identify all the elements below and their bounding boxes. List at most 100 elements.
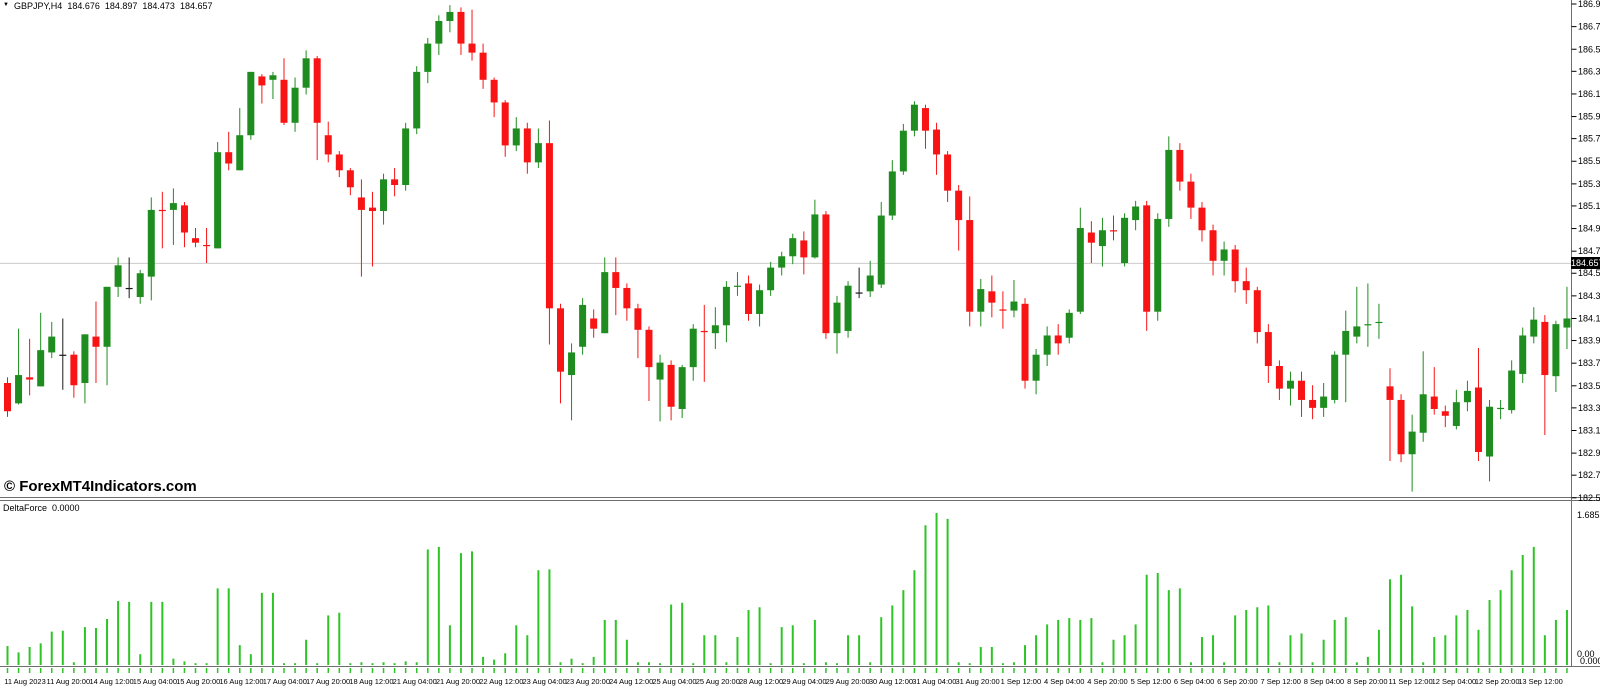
candle-body xyxy=(1043,335,1051,355)
candle-body xyxy=(457,11,465,44)
candle-body xyxy=(634,308,642,330)
price-axis-label: 182.785 xyxy=(1578,470,1600,480)
time-axis-label: 4 Sep 04:00 xyxy=(1044,677,1084,686)
time-axis-label: 29 Aug 20:00 xyxy=(826,677,870,686)
symbol-dropdown-icon[interactable]: ▼ xyxy=(3,2,9,8)
candle-body xyxy=(568,352,576,376)
candle-body xyxy=(733,285,741,287)
price-axis-label: 183.180 xyxy=(1578,425,1600,435)
candle-body xyxy=(247,71,255,136)
candle-body xyxy=(888,171,896,216)
candle-body xyxy=(236,135,244,171)
candle-body xyxy=(1342,330,1350,355)
time-axis-label: 12 Sep 04:00 xyxy=(1432,677,1477,686)
symbol-label: GBPJPY,H4 xyxy=(13,1,63,11)
candle-body xyxy=(1419,394,1427,433)
candle-body xyxy=(745,283,753,314)
watermark: © ForexMT4Indicators.com xyxy=(4,478,197,495)
time-axis-label: 15 Aug 20:00 xyxy=(176,677,220,686)
time-axis-label: 1 Sep 12:00 xyxy=(1001,677,1041,686)
candle-body xyxy=(48,336,56,353)
symbol-bar[interactable]: ▼ GBPJPY,H4 184.676 184.897 184.473 184.… xyxy=(3,1,213,11)
time-axis-label: 21 Aug 20:00 xyxy=(436,677,480,686)
candle-body xyxy=(125,287,133,290)
candle-body xyxy=(866,275,874,292)
candle-body xyxy=(258,76,266,86)
time-axis-label: 7 Sep 12:00 xyxy=(1260,677,1300,686)
indicator-name: DeltaForce xyxy=(3,503,48,513)
candle-body xyxy=(1563,318,1571,328)
candle-body xyxy=(313,58,321,123)
candle-body xyxy=(844,285,852,331)
candle-body xyxy=(1264,332,1272,367)
time-axis-label: 22 Aug 12:00 xyxy=(479,677,523,686)
price-axis-label: 185.360 xyxy=(1578,179,1600,189)
candle-body xyxy=(1552,324,1560,377)
candle-body xyxy=(966,220,974,312)
time-axis-label: 17 Aug 04:00 xyxy=(263,677,307,686)
candle-body xyxy=(1242,281,1250,291)
candle-body xyxy=(523,128,531,163)
candle-body xyxy=(1098,230,1106,247)
candle-body xyxy=(1054,335,1062,344)
candle-body xyxy=(1253,290,1261,333)
time-axis-label: 13 Sep 12:00 xyxy=(1518,677,1563,686)
candle-body xyxy=(590,318,598,329)
price-axis[interactable]: 186.950 186.750 186.550 186.355 186.155 185.9… xyxy=(1571,0,1600,503)
candle-body xyxy=(92,336,100,347)
candle-body xyxy=(269,75,277,80)
candle-body xyxy=(291,87,299,123)
candle-body xyxy=(1286,380,1294,389)
candle-body xyxy=(689,328,697,368)
candle-body xyxy=(1530,319,1538,337)
candle-body xyxy=(1209,230,1217,261)
candle-body xyxy=(1430,396,1438,409)
candle-body xyxy=(59,354,67,356)
time-axis-label: 23 Aug 20:00 xyxy=(566,677,610,686)
price-axis-label: 182.980 xyxy=(1578,448,1600,458)
candle-body xyxy=(645,329,653,368)
candle-body xyxy=(1474,387,1482,452)
candle-body xyxy=(501,102,509,146)
candle-body xyxy=(180,205,188,233)
candle-body xyxy=(103,286,111,347)
time-axis-label: 5 Sep 12:00 xyxy=(1131,677,1171,686)
candle-body xyxy=(756,290,764,314)
candle-body xyxy=(324,135,332,155)
candle-body xyxy=(1065,312,1073,338)
ohlc-high: 184.897 xyxy=(104,1,138,11)
candle-body xyxy=(1331,354,1339,400)
price-axis-label: 184.965 xyxy=(1578,224,1600,234)
candle-body xyxy=(380,179,388,212)
candle-body xyxy=(778,256,786,268)
candle-body xyxy=(833,302,841,334)
price-axis-label: 186.155 xyxy=(1578,89,1600,99)
price-axis-label: 183.975 xyxy=(1578,336,1600,346)
indicator-scale-min: 0.0003 xyxy=(1580,656,1600,666)
candle-body xyxy=(678,367,686,409)
time-axis[interactable]: 11 Aug 2023 11 Aug 20:00 14 Aug 12:00 15 Au… xyxy=(4,677,1563,686)
price-axis-label: 185.560 xyxy=(1578,156,1600,166)
time-axis-label: 28 Aug 12:00 xyxy=(739,677,783,686)
time-axis-label: 8 Sep 20:00 xyxy=(1347,677,1387,686)
candle-body xyxy=(1541,321,1549,376)
candle-body xyxy=(822,214,830,334)
candle-body xyxy=(435,20,443,44)
candle-body xyxy=(921,108,929,131)
candle-body xyxy=(612,272,620,288)
indicator-value: 0.0000 xyxy=(52,503,80,513)
time-axis-label: 25 Aug 04:00 xyxy=(652,677,696,686)
candle-body xyxy=(169,203,177,210)
price-axis-label: 184.570 xyxy=(1578,268,1600,278)
price-axis-label: 186.550 xyxy=(1578,44,1600,54)
candle-body xyxy=(1165,149,1173,219)
candle-body xyxy=(479,52,487,80)
candle-body xyxy=(26,377,34,380)
time-axis-label: 14 Aug 12:00 xyxy=(89,677,133,686)
candle-body xyxy=(4,382,11,412)
candle-body xyxy=(1132,206,1140,221)
time-axis-label: 6 Sep 04:00 xyxy=(1174,677,1214,686)
candle-body xyxy=(800,240,808,258)
